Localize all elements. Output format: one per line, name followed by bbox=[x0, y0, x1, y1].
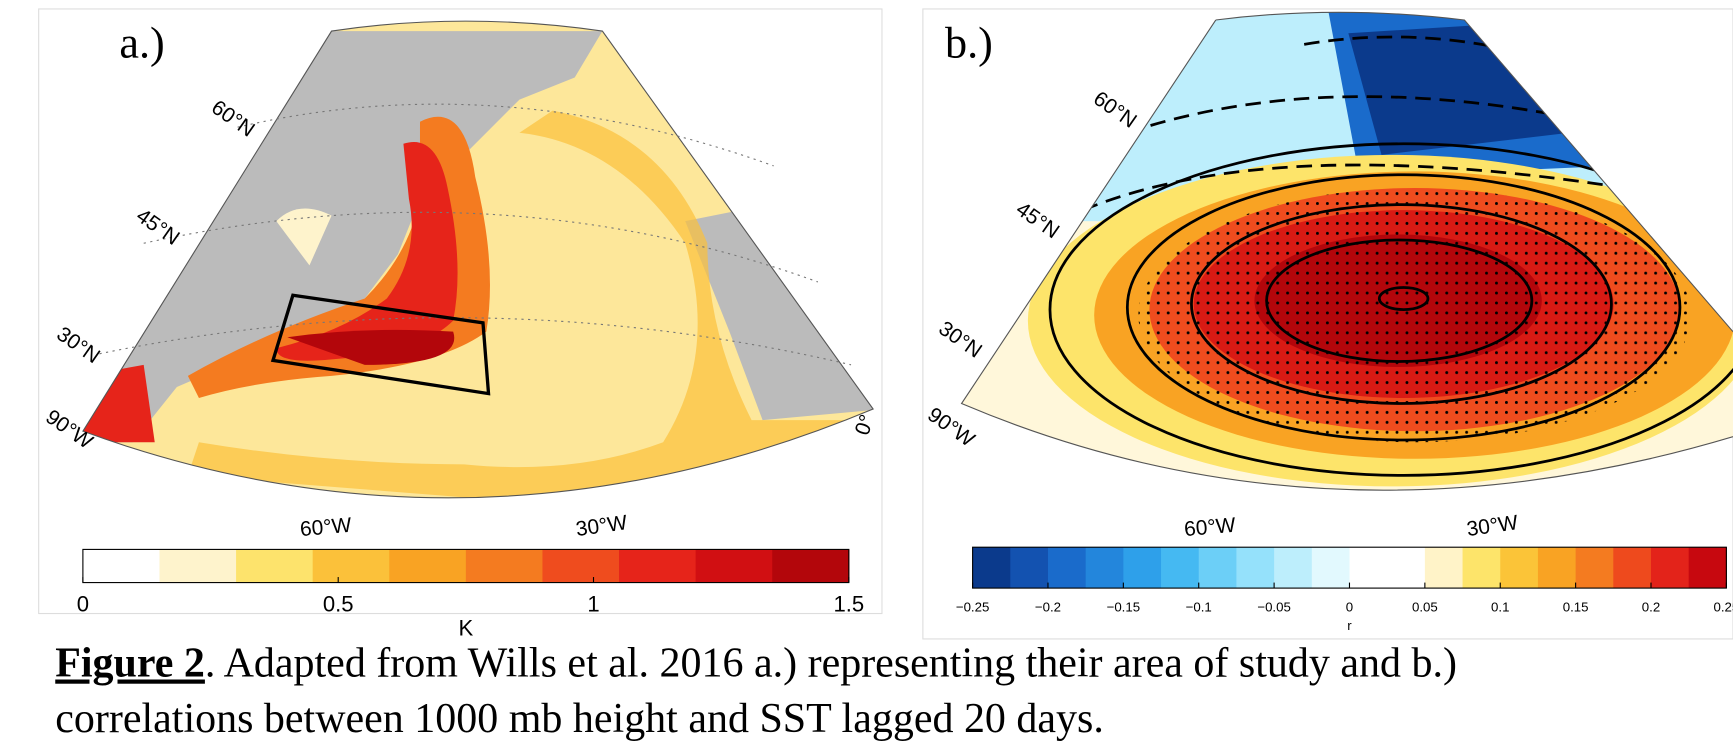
colorbar-segment bbox=[1198, 547, 1237, 589]
colorbar-segment bbox=[1349, 547, 1388, 589]
colorbar-tick-label: 1 bbox=[587, 591, 599, 616]
colorbar-segment bbox=[619, 549, 697, 583]
colorbar-segment bbox=[236, 549, 314, 583]
colorbar-segment bbox=[312, 549, 390, 583]
colorbar-segment bbox=[1311, 547, 1351, 589]
map-border bbox=[960, 11, 1733, 491]
colorbar-tick-label: 0.05 bbox=[1412, 599, 1438, 614]
graticule bbox=[99, 103, 852, 366]
colorbar-segment bbox=[1650, 547, 1690, 589]
panel-label: b.) bbox=[945, 19, 993, 68]
caption-line: correlations between 1000 mb height and … bbox=[55, 696, 1104, 742]
colorbar-segment bbox=[389, 549, 467, 583]
colorbar-segment bbox=[542, 549, 620, 583]
colorbar-tick-label: 0.15 bbox=[1563, 599, 1589, 614]
colorbar-segment bbox=[1236, 547, 1275, 589]
colorbar-unit: K bbox=[458, 616, 473, 641]
colorbar-segment bbox=[1575, 547, 1614, 589]
caption-line: Figure 2. Adapted from Wills et al. 2016… bbox=[55, 641, 1457, 687]
colorbar-tick-label: −0.15 bbox=[1107, 599, 1141, 614]
colorbar-border bbox=[82, 548, 850, 584]
colorbar-segment bbox=[1613, 547, 1652, 589]
colorbar-segment bbox=[772, 549, 850, 583]
colorbars: 0 0.5 1 1.5 K −0.25 −0.2 −0.15 −0.1 −0.05 0 0.05 0.1… bbox=[77, 546, 1733, 641]
colorbar-tick-label: 0 bbox=[1346, 599, 1353, 614]
panel-label: a.) bbox=[119, 19, 164, 68]
caption-text: . Adapted from Wills et al. 2016 a.) rep… bbox=[205, 641, 1457, 687]
colorbar-segment bbox=[1161, 547, 1200, 589]
colorbar-tick-label: −0.05 bbox=[1257, 599, 1291, 614]
map-border bbox=[82, 20, 874, 499]
caption-figure: Figure 2 bbox=[55, 641, 205, 687]
colorbar-tick-label: 0.1 bbox=[1491, 599, 1509, 614]
colorbar-segment bbox=[82, 549, 161, 583]
colorbar-tick-label: 1.5 bbox=[833, 591, 864, 616]
colorbar-segment bbox=[1424, 547, 1464, 589]
colorbar-segment bbox=[1085, 547, 1124, 589]
colorbar-tick-label: 0.2 bbox=[1642, 599, 1660, 614]
colorbar-tick-label: 0.25 bbox=[1713, 599, 1733, 614]
colorbar-segment bbox=[465, 549, 543, 583]
colorbar-tick-label: −0.1 bbox=[1186, 599, 1212, 614]
colorbar-segment bbox=[1010, 547, 1049, 589]
colorbar-segment bbox=[695, 549, 773, 583]
colorbar-segment bbox=[1462, 547, 1501, 589]
colorbar-unit: r bbox=[1347, 618, 1352, 633]
colorbar-segment bbox=[1274, 547, 1313, 589]
colorbar-tick-label: 0 bbox=[77, 591, 89, 616]
colorbar-tick-label: −0.2 bbox=[1035, 599, 1061, 614]
colorbar-segment bbox=[1537, 547, 1577, 589]
colorbar-segment bbox=[972, 547, 1011, 589]
colorbar-tick-label: 0.5 bbox=[323, 591, 354, 616]
colorbar-segment bbox=[159, 549, 237, 583]
colorbar-segment bbox=[1500, 547, 1539, 589]
colorbar-tick-label: −0.25 bbox=[956, 599, 990, 614]
map-label: 60°W bbox=[299, 514, 353, 541]
colorbar-segment bbox=[1387, 547, 1426, 589]
colorbar-segment bbox=[1688, 547, 1727, 589]
colorbar-segment bbox=[1123, 547, 1162, 589]
colorbar-segment bbox=[1047, 547, 1087, 589]
map-label: 60°W bbox=[1183, 514, 1237, 541]
study-box bbox=[270, 293, 491, 396]
